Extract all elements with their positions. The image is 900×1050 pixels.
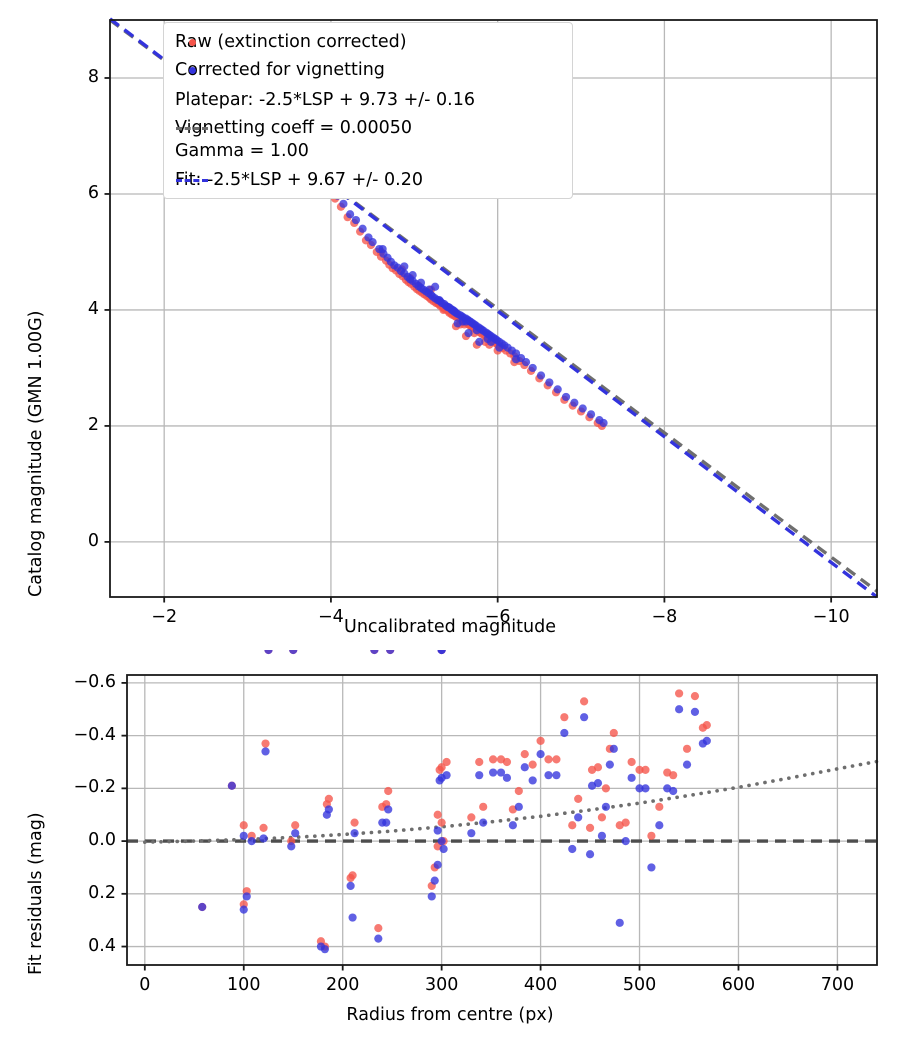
legend-marker-dashed-line — [175, 121, 209, 137]
xtick-label: −2 — [151, 607, 178, 627]
bottom-xaxis-label: Radius from centre (px) — [346, 1005, 554, 1025]
series-raw-extinction-corrected- — [198, 650, 711, 951]
legend — [163, 22, 573, 199]
ytick-label: 2 — [87, 414, 99, 435]
top-xaxis-label: Uncalibrated magnitude — [344, 617, 556, 637]
ytick-label: 0.4 — [88, 935, 116, 956]
legend-dash-icon — [176, 179, 208, 183]
legend-item-label: Raw (extinction corrected) — [175, 32, 407, 52]
xtick-label: 400 — [523, 975, 558, 995]
ytick-label: −0.2 — [73, 777, 117, 798]
legend-marker-dot — [175, 63, 209, 79]
legend-marker-dashed-line — [175, 173, 209, 189]
top-panel: Uncalibrated magnitude Catalog magnitude… — [26, 17, 879, 637]
legend-item-label: Vignetting coeff = 0.00050 — [175, 118, 413, 138]
ytick-label: 6 — [87, 182, 99, 203]
ytick-label: 0 — [87, 530, 99, 551]
bottom-plot-canvas — [121, 650, 879, 971]
legend-item-label: Gamma = 1.00 — [175, 141, 309, 161]
reference-lines — [108, 17, 879, 599]
series-corrected-for-vignetting — [225, 39, 608, 428]
legend-item-label: Fit: -2.5*LSP + 9.67 +/- 0.20 — [175, 170, 423, 190]
gridlines — [127, 675, 877, 965]
legend-item-label: Corrected for vignetting — [175, 60, 385, 80]
xtick-label: 500 — [622, 975, 657, 995]
plot-frame — [126, 674, 878, 966]
legend-item-label: Platepar: -2.5*LSP + 9.73 +/- 0.16 — [175, 90, 475, 110]
xtick-label: 600 — [721, 975, 756, 995]
ytick-label: 4 — [87, 298, 99, 319]
ytick-label: 0.2 — [88, 882, 116, 903]
legend-item-4: Gamma = 1.00 — [175, 141, 309, 161]
legend-dot-icon — [188, 39, 196, 47]
legend-item-1: Corrected for vignetting — [175, 60, 385, 80]
xtick-label: −4 — [318, 607, 344, 627]
legend-marker-none — [175, 144, 209, 160]
ytick-label: 8 — [87, 66, 99, 87]
xtick-label: −10 — [812, 607, 850, 627]
top-yaxis-label: Catalog magnitude (GMN 1.00G) — [26, 310, 46, 598]
legend-dash-icon — [176, 127, 208, 131]
bottom-panel: Radius from centre (px) Fit residuals (m… — [0, 650, 900, 1050]
ytick-label: 0.0 — [88, 830, 116, 851]
ytick-label: −0.4 — [73, 724, 117, 745]
xtick-label: 700 — [820, 975, 855, 995]
xtick-label: 100 — [227, 975, 261, 995]
legend-item-3: Vignetting coeff = 0.00050 — [175, 118, 413, 138]
legend-item-5: Fit: -2.5*LSP + 9.67 +/- 0.20 — [175, 170, 423, 190]
series-corrected-for-vignetting — [198, 650, 711, 954]
xtick-label: −8 — [651, 607, 678, 627]
legend-marker-none — [175, 93, 209, 109]
xtick-label: 200 — [325, 975, 360, 995]
reference-lines — [127, 759, 879, 844]
line-vignetting-curve — [143, 759, 879, 844]
top-plot-canvas — [104, 17, 879, 603]
line-fit-2-5-lsp-9-67-0-20 — [108, 17, 879, 599]
ytick-label: −0.6 — [73, 671, 117, 692]
legend-item-0: Raw (extinction corrected) — [175, 32, 407, 52]
xtick-label: 300 — [424, 975, 459, 995]
legend-marker-dot — [175, 35, 209, 51]
plot-frame — [109, 19, 878, 598]
xtick-label: 0 — [139, 975, 151, 995]
xtick-label: −6 — [484, 607, 511, 627]
line-platepar-2-5-lsp-9-73-0-16 — [108, 18, 879, 593]
legend-dot-icon — [188, 67, 196, 75]
legend-item-2: Platepar: -2.5*LSP + 9.73 +/- 0.16 — [175, 90, 475, 110]
